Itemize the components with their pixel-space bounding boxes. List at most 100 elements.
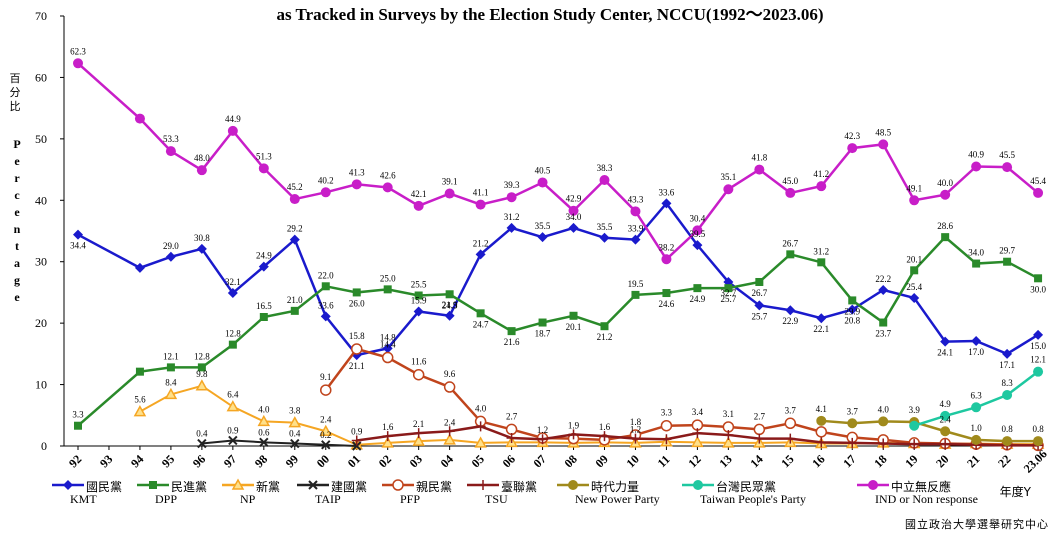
data-label: 39.1 bbox=[442, 177, 458, 187]
data-point bbox=[475, 199, 486, 210]
data-point bbox=[165, 146, 176, 157]
data-point bbox=[537, 232, 548, 243]
data-label: 12.8 bbox=[194, 351, 210, 361]
data-label: 21.0 bbox=[287, 295, 303, 305]
data-point bbox=[971, 434, 982, 445]
data-point bbox=[505, 423, 518, 436]
data-point bbox=[785, 305, 796, 316]
data-point bbox=[1002, 162, 1013, 173]
y-tick-label: 70 bbox=[35, 9, 47, 23]
data-label: 25.5 bbox=[411, 280, 427, 290]
data-point bbox=[693, 480, 703, 490]
data-point bbox=[228, 340, 237, 349]
data-label: 35.5 bbox=[535, 221, 551, 231]
x-tick-label: 11 bbox=[655, 452, 673, 470]
x-tick-label: 93 bbox=[97, 452, 115, 470]
data-label: 34.4 bbox=[70, 241, 86, 251]
data-point bbox=[382, 343, 393, 354]
legend-label-zh: 時代力量 bbox=[591, 480, 640, 494]
data-point bbox=[786, 250, 795, 259]
data-point bbox=[258, 163, 269, 174]
data-point bbox=[1002, 348, 1013, 359]
y-axis-label-cjk: 百 分 比 bbox=[6, 72, 24, 114]
y-tick-label: 40 bbox=[35, 193, 47, 207]
data-point bbox=[259, 313, 268, 321]
data-point bbox=[785, 433, 796, 444]
y-axis-label-char: e bbox=[14, 290, 20, 304]
legend-label-en: NP bbox=[240, 492, 256, 506]
data-label: 25.0 bbox=[380, 273, 396, 283]
data-point bbox=[381, 351, 394, 364]
data-point bbox=[722, 436, 735, 448]
data-label: 33.6 bbox=[318, 300, 334, 310]
data-point bbox=[538, 318, 547, 327]
data-label: 5.6 bbox=[134, 395, 146, 405]
data-label: 4.0 bbox=[258, 404, 270, 414]
legend-label-en: New Power Party bbox=[575, 492, 660, 506]
x-tick-label: 20 bbox=[933, 452, 951, 470]
data-point bbox=[413, 200, 424, 211]
data-label: 25.4 bbox=[906, 282, 922, 292]
data-label: 38.3 bbox=[597, 163, 613, 173]
data-point bbox=[940, 439, 951, 450]
data-point bbox=[537, 434, 548, 445]
data-label: 18.7 bbox=[535, 329, 551, 339]
data-label: 29.7 bbox=[999, 246, 1015, 256]
data-point bbox=[599, 431, 610, 442]
legend-swatch bbox=[857, 480, 889, 490]
data-label: 24.9 bbox=[256, 251, 272, 261]
data-point bbox=[321, 282, 330, 291]
data-point bbox=[630, 433, 641, 444]
data-point bbox=[971, 402, 982, 413]
series-line bbox=[324, 347, 1039, 447]
y-axis-label-char: P bbox=[13, 137, 21, 151]
legend-label-zh: 新黨 bbox=[256, 480, 281, 494]
legend-swatch bbox=[137, 481, 169, 489]
legend-label-en: TSU bbox=[485, 492, 508, 506]
data-point bbox=[289, 234, 300, 245]
data-label: 14.4 bbox=[380, 340, 396, 350]
y-axis-label-en: P e r c e n t a g e bbox=[11, 136, 23, 306]
data-point bbox=[816, 437, 827, 448]
data-label: 6.4 bbox=[227, 390, 239, 400]
data-label: 3.3 bbox=[661, 408, 673, 418]
data-point bbox=[847, 418, 858, 429]
data-label: 12.8 bbox=[225, 329, 241, 339]
data-label: 2.7 bbox=[754, 411, 766, 421]
data-label: 32.7 bbox=[720, 288, 736, 298]
data-label: 3.8 bbox=[289, 406, 301, 416]
data-point bbox=[847, 437, 858, 448]
data-label: 17.0 bbox=[968, 347, 984, 357]
data-label: 0.8 bbox=[1032, 424, 1044, 434]
data-point bbox=[134, 262, 145, 273]
data-label: 26.0 bbox=[349, 298, 365, 308]
data-label: 31.2 bbox=[504, 212, 520, 222]
data-point bbox=[196, 243, 207, 254]
data-label: 1.2 bbox=[630, 425, 641, 435]
x-tick-label: 18 bbox=[871, 452, 889, 470]
data-point bbox=[74, 421, 82, 430]
data-point bbox=[599, 175, 610, 186]
data-point bbox=[568, 205, 579, 216]
y-axis-label-char: 比 bbox=[9, 100, 21, 113]
data-label: 4.9 bbox=[940, 399, 952, 409]
data-point bbox=[879, 318, 888, 327]
data-point bbox=[506, 433, 517, 444]
data-point bbox=[816, 313, 827, 324]
series-line bbox=[77, 235, 1039, 427]
x-tick-label: 98 bbox=[252, 452, 270, 470]
data-point bbox=[196, 165, 207, 176]
data-label: 2.4 bbox=[320, 414, 332, 424]
data-point bbox=[941, 233, 950, 242]
legend-label-zh: 臺聯黨 bbox=[501, 480, 538, 494]
series-line bbox=[77, 62, 1039, 262]
data-point bbox=[227, 288, 238, 299]
data-point bbox=[569, 311, 578, 320]
x-tick-label: 95 bbox=[159, 452, 177, 470]
data-label: 48.5 bbox=[875, 127, 891, 137]
data-point bbox=[691, 435, 704, 448]
data-label: 4.0 bbox=[475, 403, 487, 413]
legend-label-en: KMT bbox=[70, 492, 97, 506]
data-label: 29.9 bbox=[844, 306, 860, 316]
data-label: 9.1 bbox=[320, 372, 331, 382]
